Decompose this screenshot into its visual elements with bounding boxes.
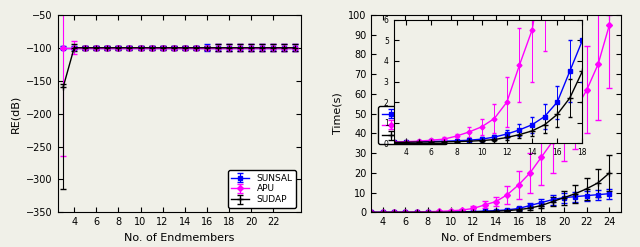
X-axis label: No. of Endmembers: No. of Endmembers [441,233,551,243]
X-axis label: No. of Endmembers: No. of Endmembers [124,233,234,243]
Legend: SUNSAL, APU, SUDAP: SUNSAL, APU, SUDAP [378,106,447,144]
Legend: SUNSAL, APU, SUDAP: SUNSAL, APU, SUDAP [228,170,296,208]
Y-axis label: RE(dB): RE(dB) [10,95,20,133]
Y-axis label: Time(s): Time(s) [332,93,342,135]
